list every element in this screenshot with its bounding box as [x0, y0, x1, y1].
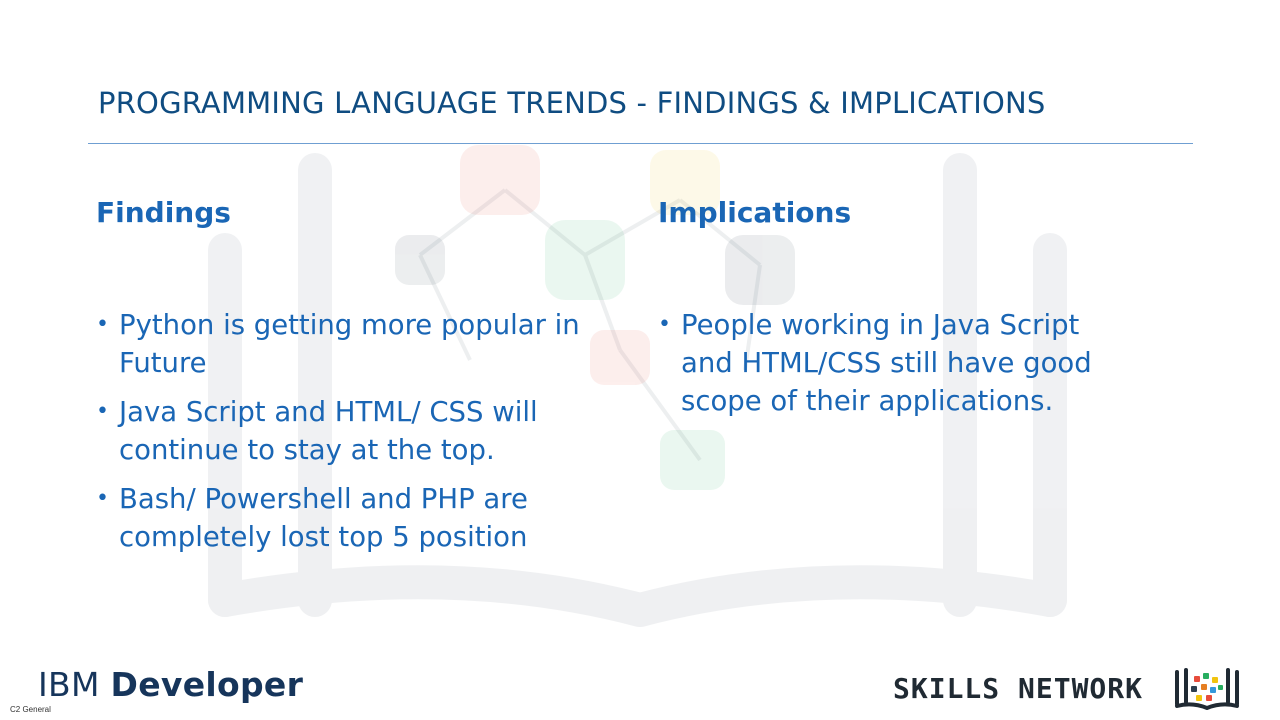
list-item: • People working in Java Script and HTML/…: [658, 306, 1138, 420]
findings-heading: Findings: [96, 196, 231, 229]
list-item: • Bash/ Powershell and PHP are completely…: [96, 480, 616, 556]
page-title: PROGRAMMING LANGUAGE TRENDS - FINDINGS &…: [98, 86, 1046, 120]
bullet-icon: •: [96, 486, 109, 511]
list-item: • Python is getting more popular in Futur…: [96, 306, 616, 382]
list-item: • Java Script and HTML/ CSS will continue…: [96, 393, 616, 469]
classification-label: C2 General: [10, 705, 51, 714]
bullet-icon: •: [96, 399, 109, 424]
bullet-text: Python is getting more popular in Future: [119, 309, 580, 379]
bullet-icon: •: [658, 312, 671, 337]
implications-heading: Implications: [658, 196, 852, 229]
findings-list: • Python is getting more popular in Futur…: [96, 306, 616, 567]
skills-network-logo: SKILLS NETWORK: [893, 672, 1144, 705]
implications-list: • People working in Java Script and HTML/…: [658, 306, 1138, 431]
bullet-icon: •: [96, 312, 109, 337]
skills-network-book-icon: [1175, 668, 1239, 710]
ibm-logo-prefix: IBM: [38, 665, 100, 704]
ibm-developer-logo: IBM Developer: [38, 665, 303, 704]
bullet-text: Java Script and HTML/ CSS will continue …: [119, 396, 538, 466]
bullet-text: Bash/ Powershell and PHP are completely …: [119, 483, 528, 553]
bullet-text: People working in Java Script and HTML/C…: [681, 309, 1092, 417]
ibm-logo-word: Developer: [110, 665, 304, 704]
title-divider: [88, 143, 1193, 144]
